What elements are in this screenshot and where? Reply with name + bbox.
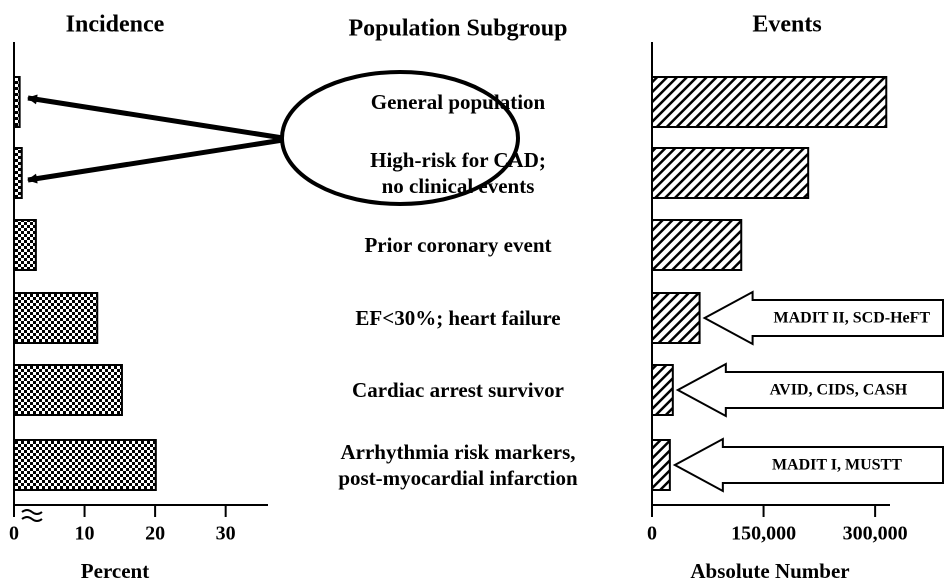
category-label: EF<30%; heart failure <box>355 306 561 330</box>
category-label: Prior coronary event <box>364 233 552 257</box>
bar <box>13 219 37 271</box>
x-tick-label: 0 <box>647 523 657 545</box>
category-label: General population <box>370 90 546 114</box>
x-tick-label: 10 <box>75 523 95 545</box>
callout-label: MADIT I, MUSTT <box>772 457 902 474</box>
chart-title: Incidence <box>66 12 165 38</box>
bar <box>651 364 674 416</box>
bar <box>651 292 701 344</box>
bar <box>13 292 99 344</box>
x-tick-label: 300,000 <box>843 523 908 545</box>
x-axis-label: Absolute Number <box>690 559 849 583</box>
x-tick-label: 20 <box>145 523 165 545</box>
x-tick-label: 30 <box>216 523 236 545</box>
category-label: Arrhythmia risk markers, post-myocardial… <box>338 440 578 490</box>
callout-label: MADIT II, SCD-HeFT <box>773 310 930 327</box>
bar <box>13 364 123 416</box>
callout-arrow <box>675 362 944 418</box>
column-title: Population Subgroup <box>349 16 568 42</box>
callout-arrow <box>702 290 944 346</box>
x-tick-label: 150,000 <box>731 523 796 545</box>
bar <box>13 147 23 199</box>
bar <box>651 439 671 491</box>
bar <box>13 76 21 128</box>
x-axis-label: Percent <box>81 559 149 583</box>
pointer-arrow <box>27 137 284 184</box>
axis-break <box>21 509 43 522</box>
category-label: Cardiac arrest survivor <box>352 378 564 402</box>
bar <box>651 147 810 199</box>
bar <box>13 439 157 491</box>
bar <box>651 76 888 128</box>
pointer-arrow <box>27 94 284 141</box>
callout-arrow <box>672 437 944 493</box>
bar <box>651 219 743 271</box>
x-tick-label: 0 <box>9 523 19 545</box>
chart-title: Events <box>752 12 821 38</box>
category-label: High-risk for CAD; no clinical events <box>370 148 546 198</box>
callout-label: AVID, CIDS, CASH <box>770 382 908 399</box>
